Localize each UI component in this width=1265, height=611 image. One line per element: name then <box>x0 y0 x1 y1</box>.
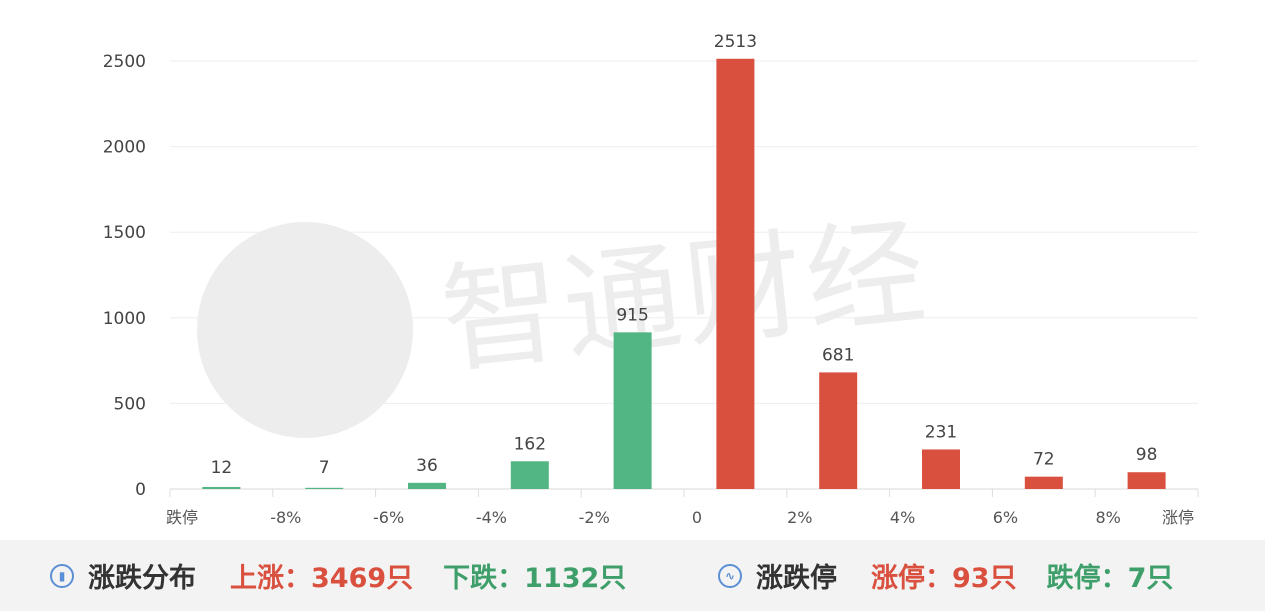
x-tick-label: -6% <box>373 508 404 527</box>
x-tick-label: -2% <box>579 508 610 527</box>
limit-title: 涨跌停 <box>756 563 837 594</box>
rise-count: 上涨：3469只 <box>230 563 414 594</box>
bar <box>613 332 652 489</box>
limit-icon: ∿ <box>718 563 742 588</box>
x-tick-label: 6% <box>993 508 1018 527</box>
x-tick-label: 涨停 <box>1162 508 1194 527</box>
x-tick-label: 8% <box>1096 508 1121 527</box>
limit-summary: ∿ 涨跌停 涨停：93只 跌停：7只 <box>718 540 1173 611</box>
summary-footer: ▮ 涨跌分布 上涨：3469只 下跌：1132只 ∿ 涨跌停 涨停：93只 跌停… <box>0 540 1265 611</box>
x-tick-label: 跌停 <box>166 508 198 527</box>
data-label: 2513 <box>714 32 757 52</box>
bar <box>819 372 858 489</box>
limit-down-count: 跌停：7只 <box>1046 563 1174 594</box>
distribution-summary: ▮ 涨跌分布 上涨：3469只 下跌：1132只 <box>50 540 626 611</box>
bar <box>305 487 344 489</box>
data-label: 7 <box>319 458 330 478</box>
y-tick-label: 2000 <box>103 138 146 158</box>
x-tick-label: 2% <box>787 508 812 527</box>
y-tick-label: 0 <box>135 480 146 500</box>
y-tick-label: 2500 <box>103 52 146 72</box>
limit-up-count: 涨停：93只 <box>871 563 1017 594</box>
x-tick-label: 4% <box>890 508 915 527</box>
fall-count: 下跌：1132只 <box>443 563 627 594</box>
data-label: 915 <box>616 305 648 325</box>
data-label: 162 <box>514 434 546 454</box>
data-label: 36 <box>416 456 438 476</box>
data-label: 231 <box>925 422 957 442</box>
distribution-title: 涨跌分布 <box>88 563 196 594</box>
x-tick-label: -4% <box>476 508 507 527</box>
data-label: 72 <box>1033 450 1055 470</box>
x-tick-label: 0 <box>692 508 702 527</box>
bar <box>1127 472 1166 489</box>
data-label: 98 <box>1136 445 1158 465</box>
bar-chart: 0 500 1000 1500 2000 2500 跌停 -8% -6% -4% -2% 0 2% 4% 6… <box>103 32 1199 527</box>
bar <box>202 486 241 489</box>
bar <box>1024 476 1063 489</box>
y-tick-label: 1500 <box>103 223 146 243</box>
bar <box>922 449 960 489</box>
x-tick-label: -8% <box>270 508 301 527</box>
data-label: 12 <box>211 458 233 478</box>
y-tick-label: 1000 <box>103 309 146 329</box>
data-label: 681 <box>822 345 854 365</box>
bar <box>510 461 549 489</box>
bar <box>716 58 755 489</box>
bar-chart-icon: ▮ <box>50 563 74 588</box>
bar <box>408 482 446 489</box>
y-tick-label: 500 <box>114 394 146 414</box>
